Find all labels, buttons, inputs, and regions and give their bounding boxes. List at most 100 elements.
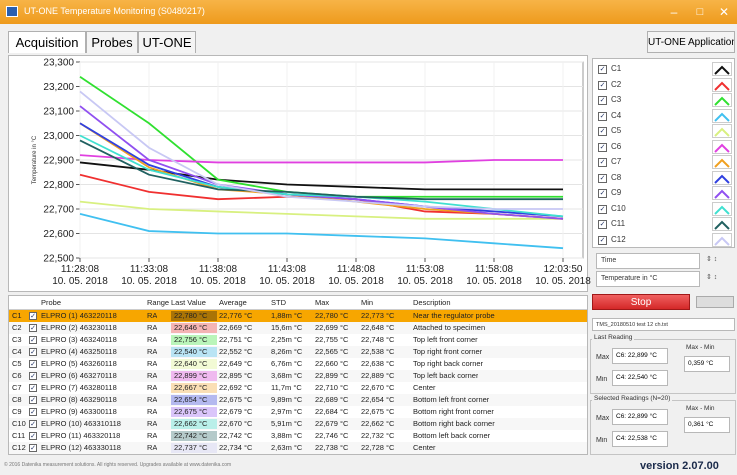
table-cell: ELPRO (10) 463310118 <box>41 419 121 428</box>
y-tick-label: 23,100 <box>43 107 74 118</box>
table-cell: C10 <box>12 419 26 428</box>
table-row[interactable]: ✓ C9 ELPRO (9) 463300118 RA 22,675 °C 22,679 … <box>9 406 587 418</box>
checkbox[interactable]: ✓ <box>29 408 37 416</box>
checkbox[interactable]: ✓ <box>29 420 37 428</box>
series-line <box>79 213 564 250</box>
table-cell: RA <box>147 419 158 428</box>
table-row[interactable]: ✓ C5 ELPRO (5) 463260118 RA 22,640 °C 22,649 … <box>9 358 587 370</box>
checkbox[interactable]: ✓ <box>29 312 37 320</box>
swatch-line <box>714 174 730 184</box>
series-line <box>79 154 563 164</box>
probe-table: Probe Range Last Value Average STD Max Min Desc… <box>8 295 588 455</box>
table-cell: 22,742 °C <box>171 431 217 441</box>
table-row[interactable]: ✓ C6 ELPRO (6) 463270118 RA 22,899 °C 22,895 … <box>9 370 587 382</box>
checkbox[interactable]: ✓ <box>29 360 37 368</box>
group-title: Selected Readings (N=20) <box>592 395 673 402</box>
checkbox[interactable]: ✓ <box>29 372 37 380</box>
swatch-icon <box>714 189 730 199</box>
legend-checkbox[interactable]: ✓ <box>598 220 607 229</box>
legend-swatch <box>712 124 732 138</box>
checkbox[interactable]: ✓ <box>29 384 37 392</box>
swatch-line <box>714 96 730 106</box>
table-row[interactable]: ✓ C3 ELPRO (3) 463240118 RA 22,756 °C 22,751 … <box>9 334 587 346</box>
tab[interactable]: UT-ONE <box>138 31 196 53</box>
table-row[interactable]: ✓ C1 ELPRO (1) 463220118 RA 22,780 °C 22,776 … <box>9 310 587 322</box>
legend-checkbox[interactable]: ✓ <box>598 235 607 245</box>
legend-checkbox[interactable]: ✓ <box>598 80 607 90</box>
legend-checkbox[interactable]: ✓ <box>598 142 607 152</box>
y-axis-label: Temperature in °C <box>32 135 38 184</box>
x-tick-time: 11:53:08 <box>406 264 445 275</box>
legend-swatch <box>712 201 732 216</box>
min-label: Min <box>596 437 608 444</box>
table-cell: ELPRO (8) 463290118 <box>41 395 117 404</box>
axis-input[interactable]: Time <box>596 253 700 269</box>
swatch-icon <box>714 158 730 168</box>
table-cell: RA <box>147 359 158 368</box>
checkbox[interactable]: ✓ <box>29 348 37 356</box>
table-cell: 2,25m °C <box>271 335 303 344</box>
table-cell: RA <box>147 323 158 332</box>
series-line <box>79 90 563 210</box>
legend-checkbox[interactable]: ✓ <box>598 96 607 105</box>
stop-button[interactable]: Stop <box>592 294 690 310</box>
swatch-line <box>714 158 730 168</box>
checkbox[interactable]: ✓ <box>29 396 37 404</box>
table-row[interactable]: ✓ C8 ELPRO (8) 463290118 RA 22,654 °C 22,675 … <box>9 394 587 406</box>
y-tick-label: 22,900 <box>43 156 74 167</box>
table-cell: RA <box>147 311 158 320</box>
table-cell: 22,776 °C <box>219 311 253 320</box>
table-cell: Bottom left back corner <box>413 431 491 440</box>
table-cell: 22,669 °C <box>219 323 253 332</box>
axis-scale-button[interactable]: ⇕ ↕ <box>706 256 718 263</box>
table-row[interactable]: ✓ C2 ELPRO (2) 463230118 RA 22,646 °C 22,669 … <box>9 322 587 334</box>
legend-checkbox[interactable]: ✓ <box>598 158 607 167</box>
table-row[interactable]: ✓ C12 ELPRO (12) 463330118 RA 22,737 °C 22,73… <box>9 442 587 454</box>
table-row[interactable]: ✓ C10 ELPRO (10) 463310118 RA 22,662 °C 22,67… <box>9 418 587 430</box>
checkbox[interactable]: ✓ <box>29 336 37 344</box>
close-button[interactable]: ✕ <box>718 5 730 19</box>
table-row[interactable]: ✓ C4 ELPRO (4) 463250118 RA 22,540 °C 22,552 … <box>9 346 587 358</box>
toolbar-icons[interactable] <box>696 296 734 308</box>
table-cell: 22,662 °C <box>171 419 217 429</box>
table-cell: 22,748 °C <box>361 335 395 344</box>
legend-label: C10 <box>611 203 626 213</box>
legend-checkbox[interactable]: ✓ <box>598 204 607 214</box>
diff-label: Max - Min <box>686 405 715 412</box>
checkbox[interactable]: ✓ <box>29 444 37 452</box>
checkbox[interactable]: ✓ <box>29 432 37 440</box>
legend-swatch <box>712 155 732 169</box>
table-cell: 22,660 °C <box>315 359 349 368</box>
legend-checkbox[interactable]: ✓ <box>598 65 607 74</box>
min-value: C4: 22,540 °C <box>612 370 668 386</box>
legend-checkbox[interactable]: ✓ <box>598 173 607 183</box>
app-icon <box>6 6 18 17</box>
minimize-button[interactable]: – <box>670 5 678 19</box>
axis-scale-button[interactable]: ⇕ ↕ <box>706 274 718 281</box>
table-cell: ELPRO (4) 463250118 <box>41 347 117 356</box>
column-header: Max <box>315 298 330 307</box>
legend-checkbox[interactable]: ✓ <box>598 189 607 198</box>
swatch-icon <box>714 96 730 106</box>
table-cell: ELPRO (2) 463230118 <box>41 323 117 332</box>
legend-checkbox[interactable]: ✓ <box>598 111 607 121</box>
table-cell: 22,654 °C <box>361 395 395 404</box>
swatch-icon <box>714 220 730 230</box>
group-title: Last Reading <box>592 334 635 341</box>
maximize-button[interactable]: □ <box>696 6 704 18</box>
app-button[interactable]: UT-ONE Application <box>647 31 735 53</box>
tab[interactable]: Probes <box>86 31 138 53</box>
table-cell: 22,540 °C <box>171 347 217 357</box>
checkbox[interactable]: ✓ <box>29 324 37 332</box>
table-cell: C2 <box>12 323 22 332</box>
axis-input[interactable]: Temperature in °C <box>596 271 700 287</box>
table-cell: 22,565 °C <box>315 347 349 356</box>
y-tick-label: 22,600 <box>43 229 74 240</box>
legend-label: C9 <box>611 188 622 197</box>
legend-checkbox[interactable]: ✓ <box>598 127 607 136</box>
table-row[interactable]: ✓ C7 ELPRO (7) 463280118 RA 22,667 °C 22,692 … <box>9 382 587 394</box>
tab[interactable]: Acquisition <box>8 31 86 53</box>
table-cell: C4 <box>12 347 22 356</box>
table-row[interactable]: ✓ C11 ELPRO (11) 463320118 RA 22,742 °C 22,74… <box>9 430 587 442</box>
swatch-line <box>714 205 730 215</box>
